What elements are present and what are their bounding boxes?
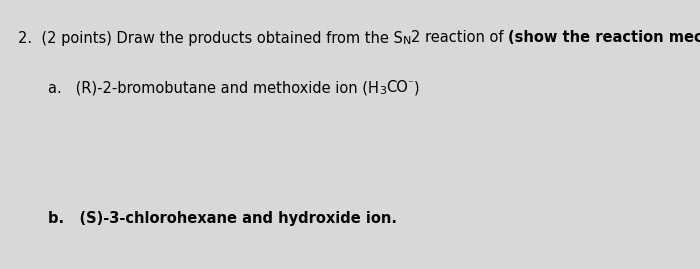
Text: 2.  (2 points) Draw the products obtained from the S: 2. (2 points) Draw the products obtained… <box>18 30 403 45</box>
Text: N: N <box>403 36 412 46</box>
Text: 3: 3 <box>379 86 386 96</box>
Text: ⁻: ⁻ <box>407 79 414 89</box>
Text: 2 reaction of: 2 reaction of <box>412 30 508 45</box>
Text: ): ) <box>414 80 419 95</box>
Text: a.   (R)-2-bromobutane and methoxide ion (H: a. (R)-2-bromobutane and methoxide ion (… <box>48 80 379 95</box>
Text: b.   (S)-3-chlorohexane and hydroxide ion.: b. (S)-3-chlorohexane and hydroxide ion. <box>48 211 397 225</box>
Text: CO: CO <box>386 80 407 95</box>
Text: (show the reaction mechanism): (show the reaction mechanism) <box>508 30 700 45</box>
